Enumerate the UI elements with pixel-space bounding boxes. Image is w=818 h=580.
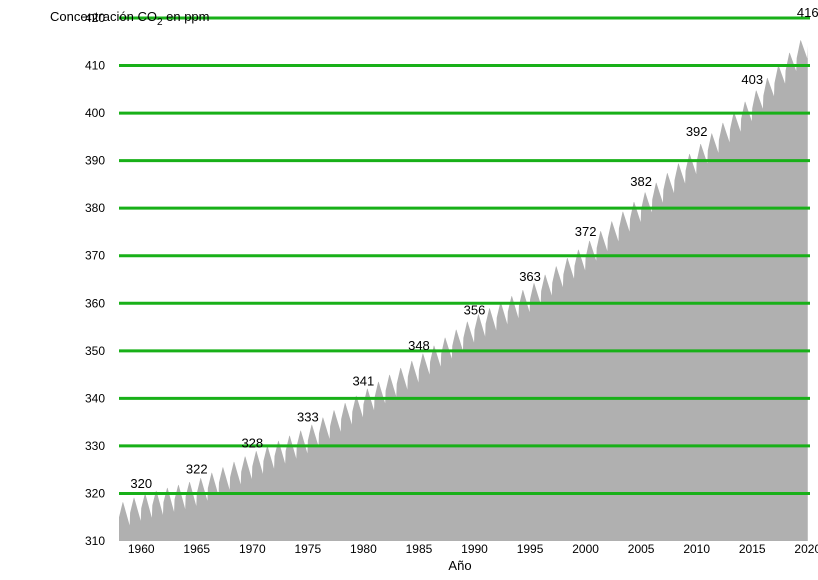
area-layer <box>119 40 808 541</box>
y-axis-title-subscript: 2 <box>157 17 163 28</box>
data-label-320: 320 <box>130 476 152 491</box>
data-label-392: 392 <box>686 124 708 139</box>
x-tick-label-2015: 2015 <box>739 542 766 556</box>
y-tick-label-390: 390 <box>85 154 105 168</box>
y-tick-label-360: 360 <box>85 296 105 310</box>
co2-area-series <box>119 40 808 541</box>
x-tick-label-1965: 1965 <box>183 542 210 556</box>
x-tick-label-1980: 1980 <box>350 542 377 556</box>
x-tick-label-2005: 2005 <box>628 542 655 556</box>
y-tick-label-380: 380 <box>85 201 105 215</box>
data-labels: 320 322 328 333 341 348 356 363 372 382 392 403 416 <box>130 5 818 491</box>
y-axis-title: Concentración CO2 en ppm <box>50 9 210 28</box>
x-tick-label-2020: 2020 <box>794 542 818 556</box>
x-tick-labels: 1960 1965 1970 1975 1980 1985 1990 1995 2000 2005… <box>128 542 818 556</box>
data-label-356: 356 <box>464 302 486 317</box>
x-tick-label-1985: 1985 <box>406 542 433 556</box>
y-tick-label-410: 410 <box>85 59 105 73</box>
y-axis-title-suffix: en ppm <box>163 9 210 24</box>
x-tick-label-2000: 2000 <box>572 542 599 556</box>
x-tick-label-2010: 2010 <box>683 542 710 556</box>
x-tick-label-1970: 1970 <box>239 542 266 556</box>
y-tick-label-420: 420 <box>85 11 105 25</box>
x-tick-label-1960: 1960 <box>128 542 155 556</box>
grid-layer <box>119 16 810 495</box>
y-tick-label-370: 370 <box>85 249 105 263</box>
y-tick-label-400: 400 <box>85 106 105 120</box>
x-tick-label-1990: 1990 <box>461 542 488 556</box>
data-label-403: 403 <box>741 72 763 87</box>
x-tick-label-1975: 1975 <box>295 542 322 556</box>
y-tick-label-310: 310 <box>85 534 105 548</box>
data-label-333: 333 <box>297 409 319 424</box>
y-tick-label-320: 320 <box>85 486 105 500</box>
data-label-382: 382 <box>630 174 652 189</box>
x-tick-label-1995: 1995 <box>517 542 544 556</box>
y-axis-title-prefix: Concentración CO <box>50 9 157 24</box>
data-label-363: 363 <box>519 269 541 284</box>
data-label-416: 416 <box>797 5 818 20</box>
data-label-322: 322 <box>186 462 208 477</box>
y-tick-label-330: 330 <box>85 439 105 453</box>
y-tick-labels: 310 320 330 340 350 360 370 380 390 400 410 420 <box>85 11 105 548</box>
data-label-328: 328 <box>241 436 263 451</box>
data-label-348: 348 <box>408 338 430 353</box>
y-tick-label-350: 350 <box>85 344 105 358</box>
x-axis-title: Año <box>448 558 471 573</box>
data-label-372: 372 <box>575 224 597 239</box>
y-tick-label-340: 340 <box>85 391 105 405</box>
data-label-341: 341 <box>353 374 375 389</box>
